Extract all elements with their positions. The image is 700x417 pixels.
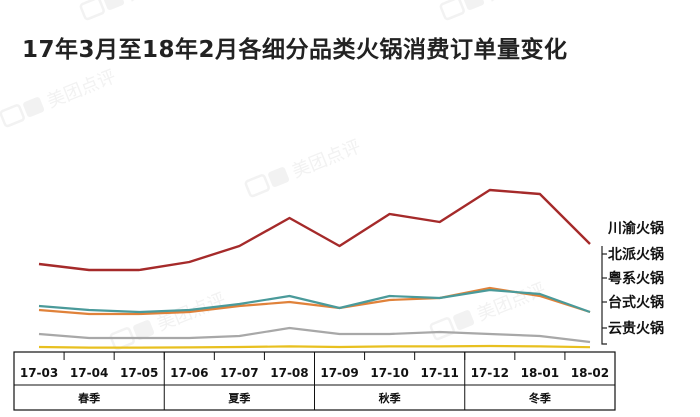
series-line-2 (38, 288, 591, 314)
legend-label-4: 台式火锅 (608, 294, 664, 311)
legend-label-3: 粤系火锅 (608, 270, 664, 287)
series-line-3 (38, 286, 591, 316)
x-tick-label: 18-01 (521, 366, 559, 380)
series-line-1 (38, 188, 591, 272)
x-tick-label: 17-06 (170, 366, 208, 380)
x-tick-label: 17-10 (370, 366, 408, 380)
legend-label-5: 云贵火锅 (608, 320, 664, 337)
watermark-logo: 美团点评 (79, 0, 199, 21)
x-tick-label: 17-04 (70, 366, 108, 380)
chart-title: 17年3月至18年2月各细分品类火锅消费订单量变化 (22, 37, 568, 63)
x-tick-label: 17-09 (320, 366, 358, 380)
watermark-logo: 美团点评 (439, 0, 559, 21)
watermarks: 美团点评美团点评美团点评美团点评美团点评美团点评 (0, 0, 559, 351)
x-tick-label: 18-02 (571, 366, 609, 380)
x-tick-label: 17-03 (20, 366, 58, 380)
svg-text:美团点评: 美团点评 (289, 136, 364, 182)
legend-label-1: 川渝火锅 (607, 220, 664, 237)
x-tick-label: 17-08 (270, 366, 308, 380)
watermark-logo: 美团点评 (0, 66, 119, 128)
x-tick-label: 17-12 (471, 366, 509, 380)
season-label: 春季 (78, 391, 101, 405)
x-tick-label: 17-11 (421, 366, 459, 380)
svg-text:美团点评: 美团点评 (124, 0, 199, 6)
x-tick-label: 17-05 (120, 366, 158, 380)
series-line-4 (38, 326, 591, 344)
axis-table: 17-03 17-04 17-05 17-06 17-07 17-08 17-09 17-10… (13, 351, 616, 411)
svg-text:美团点评: 美团点评 (474, 279, 549, 325)
svg-text:美团点评: 美团点评 (484, 0, 559, 6)
season-label: 秋季 (379, 391, 402, 405)
watermark-logo: 美团点评 (244, 136, 364, 198)
legend-label-2: 北派火锅 (608, 247, 664, 263)
series-line-5 (38, 344, 591, 349)
x-tick-label: 17-07 (220, 366, 258, 380)
season-label: 冬季 (529, 391, 552, 405)
season-label: 夏季 (228, 391, 251, 405)
legend-bracket (601, 246, 607, 345)
svg-text:美团点评: 美团点评 (44, 66, 119, 112)
watermark-logo: 美团点评 (109, 289, 229, 351)
series-lines (38, 188, 591, 349)
